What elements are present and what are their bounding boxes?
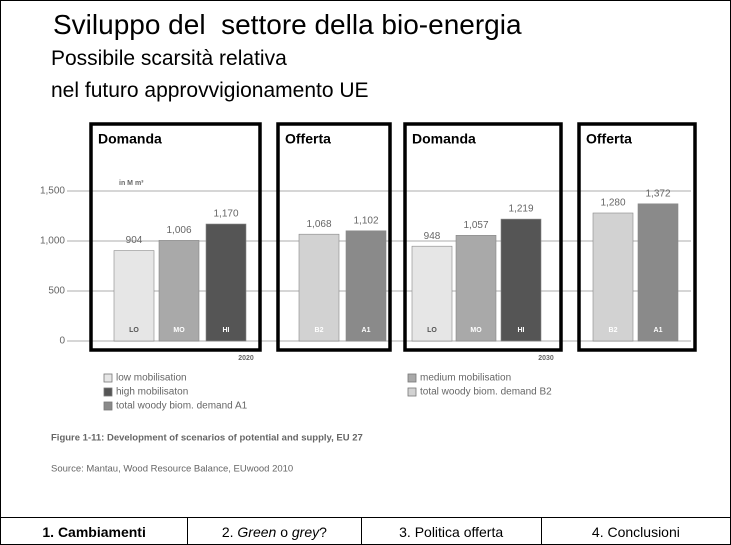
bar <box>637 203 679 342</box>
tab[interactable]: 1. Cambiamenti <box>1 518 189 544</box>
tab[interactable]: 3. Politica offerta <box>362 518 542 544</box>
tab-text: Green <box>237 523 277 540</box>
subtitle: Possibile scarsità relativa <box>51 47 287 70</box>
chart: in M m³ 0 500 1,000 1,500 904 LO 1,006 MO 1,170 HI… <box>40 122 697 475</box>
y-tick-label: 500 <box>48 286 65 297</box>
tab-text: 3. Politica offerta <box>399 523 504 540</box>
legend-label: total woody biom. demand A1 <box>116 401 248 412</box>
frame-box <box>403 122 563 352</box>
value-label: 904 <box>126 235 143 246</box>
y-tick-label: 1,000 <box>40 236 65 247</box>
bar-label: MO <box>470 327 482 334</box>
legend-label: low mobilisation <box>116 373 187 384</box>
bar <box>113 250 155 342</box>
tab[interactable]: 4. Conclusioni <box>542 518 730 544</box>
value-label: 1,068 <box>306 219 331 230</box>
bar <box>592 212 634 342</box>
bar-label: B2 <box>609 327 618 334</box>
bar <box>411 245 453 342</box>
bar <box>500 218 542 342</box>
frame-box <box>577 122 697 352</box>
frame-box <box>276 122 392 352</box>
tab-text: grey <box>291 523 320 540</box>
value-label: 1,280 <box>600 198 625 209</box>
legend-swatch <box>103 387 113 397</box>
slide-title: Sviluppo del settore della bio-energia <box>53 9 522 40</box>
legend-label: total woody biom. demand B2 <box>420 387 552 398</box>
legend-swatch <box>103 401 113 411</box>
legend-label: medium mobilisation <box>420 373 511 384</box>
bar-label: LO <box>129 327 139 334</box>
value-label: 1,219 <box>508 204 533 215</box>
legend-label: high mobilisaton <box>116 387 188 398</box>
tab-text: ? <box>319 523 327 540</box>
bar-label: HI <box>223 327 230 334</box>
tab-text: 4. Conclusioni <box>591 523 680 540</box>
tab[interactable]: 2. Green o grey? <box>188 518 362 544</box>
tab-text: o <box>276 523 292 540</box>
box-label: Domanda <box>412 131 476 147</box>
source: Source: Mantau, Wood Resource Balance, E… <box>51 464 293 475</box>
bar <box>298 233 340 342</box>
bar <box>455 235 497 342</box>
frame-box <box>89 122 262 352</box>
value-label: 1,006 <box>166 225 191 236</box>
group-label: 2030 <box>538 355 554 362</box>
legend-swatch <box>103 373 113 383</box>
tab-text: 2. <box>221 523 238 540</box>
box-label: Domanda <box>98 131 162 147</box>
subtitle: nel futuro approvvigionamento UE <box>51 79 369 102</box>
box-label: Offerta <box>285 131 331 147</box>
value-label: 1,102 <box>353 215 378 226</box>
caption: Figure 1-11: Development of scenarios of… <box>51 433 363 444</box>
bar <box>205 223 247 342</box>
legend-swatch <box>407 373 417 383</box>
bar-label: A1 <box>362 327 371 334</box>
group-label: 2020 <box>238 355 254 362</box>
value-label: 948 <box>424 231 441 242</box>
legend-swatch <box>407 387 417 397</box>
bar-label: HI <box>518 327 525 334</box>
tab-bar: 1. Cambiamenti 2. Green o grey? 3. Politic… <box>1 517 730 544</box>
bar-label: MO <box>173 327 185 334</box>
unit-label: in M m³ <box>119 180 144 187</box>
bar-label: A1 <box>654 327 663 334</box>
bar <box>158 240 200 342</box>
bar-label: B2 <box>315 327 324 334</box>
value-label: 1,372 <box>645 188 670 199</box>
tab-text: 1. Cambiamenti <box>42 523 146 540</box>
y-tick-label: 0 <box>59 336 65 347</box>
bar-label: LO <box>427 327 437 334</box>
value-label: 1,057 <box>463 220 488 231</box>
value-label: 1,170 <box>213 209 238 220</box>
bar <box>345 230 387 342</box>
y-tick-label: 1,500 <box>40 186 65 197</box>
box-label: Offerta <box>586 131 632 147</box>
